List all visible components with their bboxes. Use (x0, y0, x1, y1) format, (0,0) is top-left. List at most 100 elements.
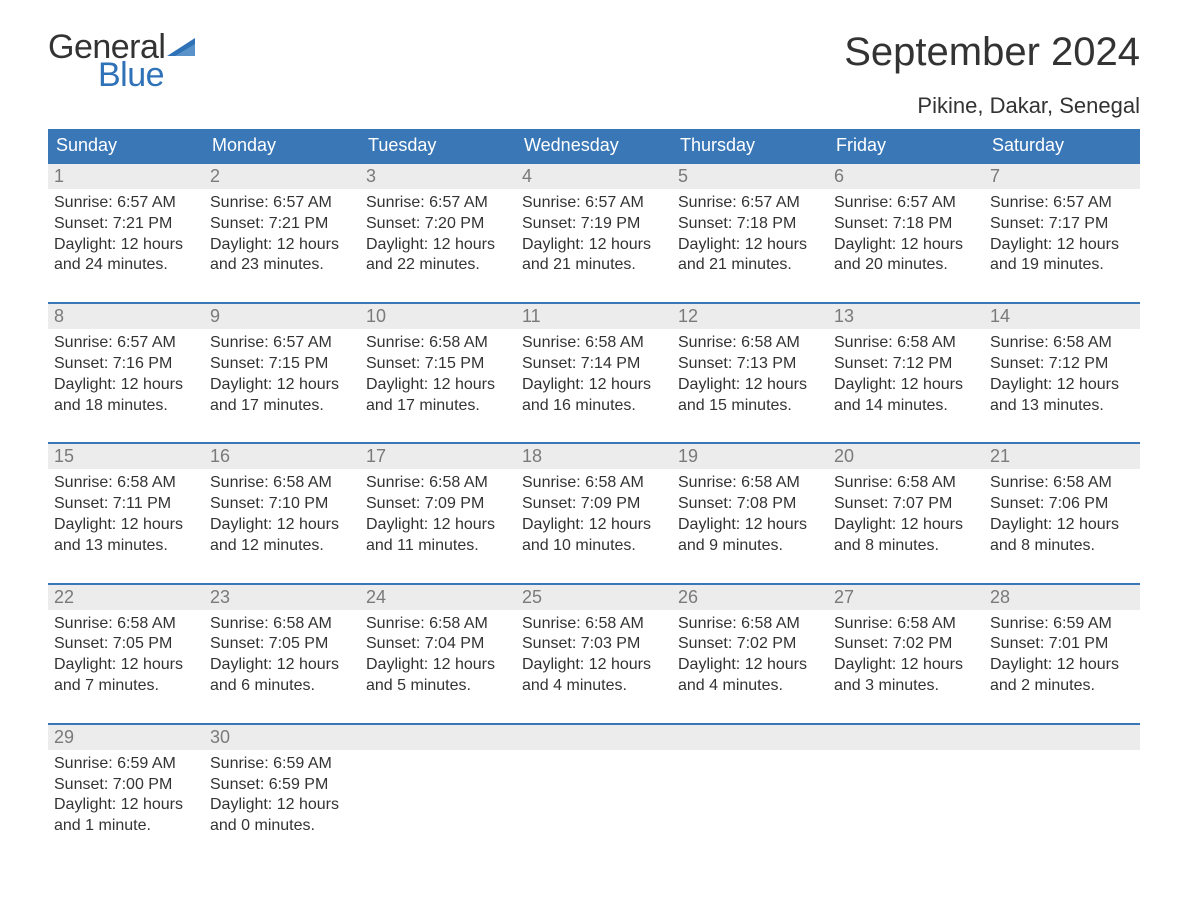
day-number-bar: 19 (672, 444, 828, 469)
day-info: Sunrise: 6:57 AMSunset: 7:18 PMDaylight:… (834, 193, 978, 276)
day-info-line: Daylight: 12 hours (990, 375, 1134, 396)
day-info-line: Daylight: 12 hours (678, 655, 822, 676)
day-info: Sunrise: 6:58 AMSunset: 7:09 PMDaylight:… (522, 473, 666, 556)
day-info-line: and 14 minutes. (834, 396, 978, 417)
day-number: 18 (522, 446, 542, 466)
day-number: 3 (366, 166, 376, 186)
day-info-line: Sunset: 7:06 PM (990, 494, 1134, 515)
day-info-line: and 16 minutes. (522, 396, 666, 417)
day-number-bar: 28 (984, 585, 1140, 610)
day-number-bar: 6 (828, 164, 984, 189)
day-number: 26 (678, 587, 698, 607)
day-info-line: Sunrise: 6:57 AM (678, 193, 822, 214)
day-info: Sunrise: 6:58 AMSunset: 7:06 PMDaylight:… (990, 473, 1134, 556)
day-cell: . (984, 725, 1140, 845)
week-row: 22Sunrise: 6:58 AMSunset: 7:05 PMDayligh… (48, 583, 1140, 705)
day-info-line: Daylight: 12 hours (834, 515, 978, 536)
day-info-line: Sunset: 7:18 PM (678, 214, 822, 235)
day-info-line: and 13 minutes. (990, 396, 1134, 417)
day-info-line: Daylight: 12 hours (990, 235, 1134, 256)
day-info-line: Sunrise: 6:58 AM (522, 333, 666, 354)
day-info-line: and 2 minutes. (990, 676, 1134, 697)
day-info: Sunrise: 6:58 AMSunset: 7:11 PMDaylight:… (54, 473, 198, 556)
logo: General Blue (48, 30, 195, 92)
day-info-line: Sunrise: 6:58 AM (522, 614, 666, 635)
day-cell: . (360, 725, 516, 845)
day-number: 19 (678, 446, 698, 466)
day-cell: 5Sunrise: 6:57 AMSunset: 7:18 PMDaylight… (672, 164, 828, 284)
day-number-bar: 18 (516, 444, 672, 469)
day-info: Sunrise: 6:58 AMSunset: 7:04 PMDaylight:… (366, 614, 510, 697)
day-info-line: and 4 minutes. (522, 676, 666, 697)
day-info-line: Daylight: 12 hours (834, 235, 978, 256)
day-info: Sunrise: 6:57 AMSunset: 7:16 PMDaylight:… (54, 333, 198, 416)
day-number-bar: 16 (204, 444, 360, 469)
day-number-bar: 12 (672, 304, 828, 329)
month-title: September 2024 (844, 30, 1140, 75)
day-info-line: Sunset: 7:12 PM (990, 354, 1134, 375)
day-info-line: Sunset: 7:16 PM (54, 354, 198, 375)
day-number-bar: 25 (516, 585, 672, 610)
day-info-line: Sunrise: 6:58 AM (678, 333, 822, 354)
day-info-line: Sunset: 7:08 PM (678, 494, 822, 515)
day-number: 8 (54, 306, 64, 326)
day-info: Sunrise: 6:58 AMSunset: 7:02 PMDaylight:… (678, 614, 822, 697)
day-cell: 28 Sunrise: 6:59 AMSunset: 7:01 PMDayligh… (984, 585, 1140, 705)
logo-word-blue: Blue (98, 58, 195, 92)
calendar: Sunday Monday Tuesday Wednesday Thursday… (48, 129, 1140, 845)
day-info-line: and 5 minutes. (366, 676, 510, 697)
day-info-line: Sunset: 7:21 PM (54, 214, 198, 235)
week-row: 29Sunrise: 6:59 AMSunset: 7:00 PMDayligh… (48, 723, 1140, 845)
day-number: 16 (210, 446, 230, 466)
day-info-line: Sunset: 7:20 PM (366, 214, 510, 235)
day-number: 30 (210, 727, 230, 747)
day-number-bar: 22 (48, 585, 204, 610)
day-number-bar: 8 (48, 304, 204, 329)
day-info: Sunrise: 6:57 AMSunset: 7:15 PMDaylight:… (210, 333, 354, 416)
day-cell: 30Sunrise: 6:59 AMSunset: 6:59 PMDayligh… (204, 725, 360, 845)
title-block: September 2024 Pikine, Dakar, Senegal (844, 30, 1140, 119)
day-number: 17 (366, 446, 386, 466)
day-cell: 26 Sunrise: 6:58 AMSunset: 7:02 PMDayligh… (672, 585, 828, 705)
day-number: 7 (990, 166, 1000, 186)
day-number-bar: 10 (360, 304, 516, 329)
day-info: Sunrise: 6:58 AMSunset: 7:12 PMDaylight:… (990, 333, 1134, 416)
day-cell: 13Sunrise: 6:58 AMSunset: 7:12 PMDayligh… (828, 304, 984, 424)
day-number-bar: 2 (204, 164, 360, 189)
day-info-line: and 23 minutes. (210, 255, 354, 276)
day-cell: 11Sunrise: 6:58 AMSunset: 7:14 PMDayligh… (516, 304, 672, 424)
day-info-line: Daylight: 12 hours (54, 515, 198, 536)
day-info: Sunrise: 6:57 AMSunset: 7:20 PMDaylight:… (366, 193, 510, 276)
day-info-line: Sunrise: 6:57 AM (54, 193, 198, 214)
day-info-line: Sunrise: 6:57 AM (210, 333, 354, 354)
day-info: Sunrise: 6:57 AMSunset: 7:19 PMDaylight:… (522, 193, 666, 276)
day-info-line: Sunrise: 6:58 AM (54, 473, 198, 494)
day-number-bar: 21 (984, 444, 1140, 469)
day-info-line: and 4 minutes. (678, 676, 822, 697)
day-info: Sunrise: 6:59 AMSunset: 7:01 PMDaylight:… (990, 614, 1134, 697)
day-number-bar: 27 (828, 585, 984, 610)
day-info-line: Sunrise: 6:58 AM (678, 473, 822, 494)
day-info-line: and 17 minutes. (366, 396, 510, 417)
day-info-line: Daylight: 12 hours (366, 235, 510, 256)
day-info-line: Sunrise: 6:57 AM (54, 333, 198, 354)
day-cell: 22Sunrise: 6:58 AMSunset: 7:05 PMDayligh… (48, 585, 204, 705)
weeks-container: 1Sunrise: 6:57 AMSunset: 7:21 PMDaylight… (48, 162, 1140, 845)
day-info-line: Sunrise: 6:57 AM (990, 193, 1134, 214)
day-number: 22 (54, 587, 74, 607)
day-info-line: Sunrise: 6:59 AM (210, 754, 354, 775)
day-cell: 21 Sunrise: 6:58 AMSunset: 7:06 PMDayligh… (984, 444, 1140, 564)
day-number: 20 (834, 446, 854, 466)
day-info-line: Daylight: 12 hours (366, 515, 510, 536)
day-info-line: Sunrise: 6:58 AM (210, 473, 354, 494)
day-info-line: Daylight: 12 hours (210, 795, 354, 816)
day-cell: 8 Sunrise: 6:57 AMSunset: 7:16 PMDaylight… (48, 304, 204, 424)
day-info-line: Sunrise: 6:58 AM (366, 333, 510, 354)
day-cell: 20Sunrise: 6:58 AMSunset: 7:07 PMDayligh… (828, 444, 984, 564)
day-number: 5 (678, 166, 688, 186)
weekday-header: Friday (828, 129, 984, 162)
day-info-line: Daylight: 12 hours (54, 655, 198, 676)
day-info-line: Daylight: 12 hours (210, 375, 354, 396)
day-info-line: and 0 minutes. (210, 816, 354, 837)
day-info-line: Daylight: 12 hours (210, 515, 354, 536)
